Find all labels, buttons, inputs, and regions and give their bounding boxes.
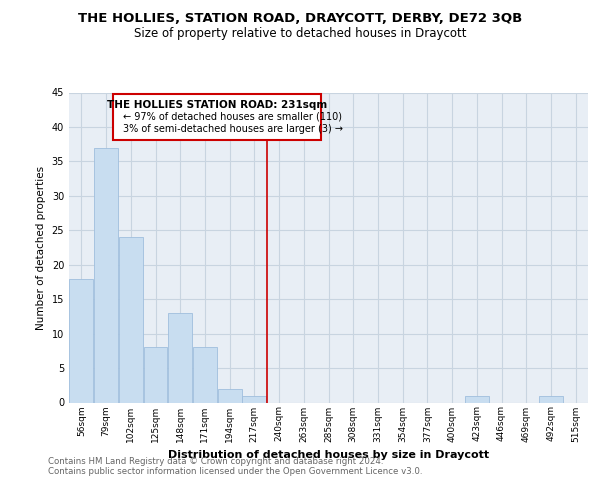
Bar (168, 313, 192, 402)
Bar (193, 348, 217, 403)
Bar (539, 396, 563, 402)
Text: THE HOLLIES, STATION ROAD, DRAYCOTT, DERBY, DE72 3QB: THE HOLLIES, STATION ROAD, DRAYCOTT, DER… (78, 12, 522, 26)
X-axis label: Distribution of detached houses by size in Draycott: Distribution of detached houses by size … (168, 450, 489, 460)
Bar (119, 237, 143, 402)
Text: THE HOLLIES STATION ROAD: 231sqm: THE HOLLIES STATION ROAD: 231sqm (107, 100, 328, 110)
Text: Size of property relative to detached houses in Draycott: Size of property relative to detached ho… (134, 28, 466, 40)
Bar (465, 396, 489, 402)
Text: ← 97% of detached houses are smaller (110): ← 97% of detached houses are smaller (11… (124, 112, 343, 122)
FancyBboxPatch shape (113, 94, 321, 140)
Bar (242, 396, 266, 402)
Bar (143, 348, 167, 403)
Y-axis label: Number of detached properties: Number of detached properties (36, 166, 46, 330)
Text: Contains HM Land Registry data © Crown copyright and database right 2024.: Contains HM Land Registry data © Crown c… (48, 458, 383, 466)
Text: 3% of semi-detached houses are larger (3) →: 3% of semi-detached houses are larger (3… (124, 124, 343, 134)
Bar (94, 148, 118, 402)
Text: Contains public sector information licensed under the Open Government Licence v3: Contains public sector information licen… (48, 468, 422, 476)
Bar (70, 278, 94, 402)
Bar (218, 388, 242, 402)
